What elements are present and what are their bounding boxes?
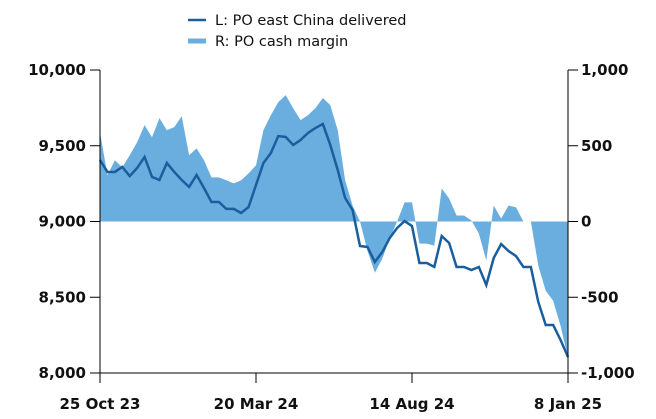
y-tick-label: 8,500 (39, 288, 86, 306)
y-tick-label: 8,000 (39, 364, 86, 382)
y2-tick-label: 500 (581, 137, 612, 155)
line (98, 122, 570, 358)
legend-label: R: PO cash margin (215, 34, 348, 50)
x-tick-label: 20 Mar 24 (214, 395, 299, 413)
area (100, 95, 568, 359)
x-tick-label: 8 Jan 25 (534, 395, 602, 413)
legend-label: L: PO east China delivered (215, 13, 406, 29)
y2-tick-label: 1,000 (581, 61, 628, 79)
y-tick-label: 9,500 (39, 137, 86, 155)
y2-tick-label: -1,000 (581, 364, 635, 382)
x-tick-label: 14 Aug 24 (369, 395, 454, 413)
y2-tick-label: -500 (581, 288, 619, 306)
y-tick-label: 9,000 (39, 213, 86, 231)
y-tick-label: 10,000 (28, 61, 86, 79)
y2-tick-label: 0 (581, 213, 591, 231)
x-tick-label: 25 Oct 23 (59, 395, 140, 413)
